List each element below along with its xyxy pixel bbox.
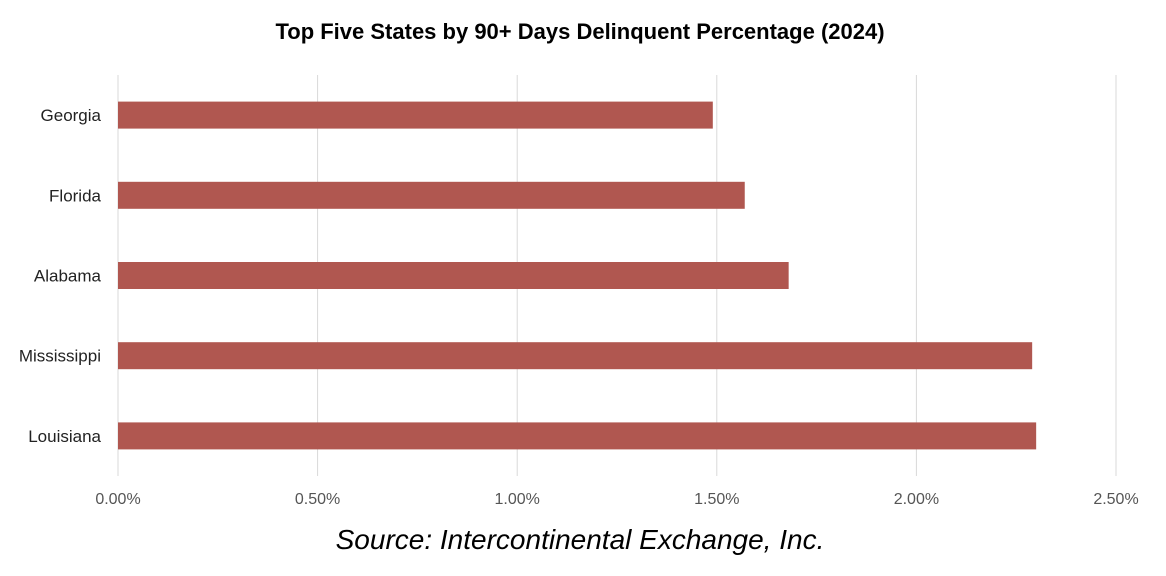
bar-georgia	[118, 101, 713, 129]
x-tick-label: 1.50%	[694, 491, 739, 508]
x-tick-label: 1.00%	[495, 491, 540, 508]
bars	[118, 101, 1037, 450]
category-label: Georgia	[41, 106, 102, 125]
category-label: Mississippi	[19, 347, 101, 366]
category-label: Florida	[49, 186, 102, 205]
x-tick-label: 0.00%	[95, 491, 140, 508]
bar-chart: Georgia Florida Alabama Mississippi Louisian…	[19, 75, 1139, 508]
source-note: Source: Intercontinental Exchange, Inc.	[335, 524, 825, 555]
bar-louisiana	[118, 422, 1037, 450]
bar-mississippi	[118, 342, 1033, 370]
bar-alabama	[118, 262, 789, 289]
x-tick-label: 0.50%	[295, 491, 340, 508]
bar-florida	[118, 181, 745, 209]
chart-title: Top Five States by 90+ Days Delinquent P…	[275, 19, 885, 44]
x-tick-label: 2.50%	[1093, 491, 1138, 508]
category-label: Louisiana	[28, 427, 101, 446]
x-tick-labels: 0.00% 0.50% 1.00% 1.50% 2.00% 2.50%	[95, 491, 1138, 508]
category-labels: Georgia Florida Alabama Mississippi Louisian…	[19, 106, 102, 446]
x-tick-label: 2.00%	[894, 491, 939, 508]
category-label: Alabama	[34, 267, 102, 286]
